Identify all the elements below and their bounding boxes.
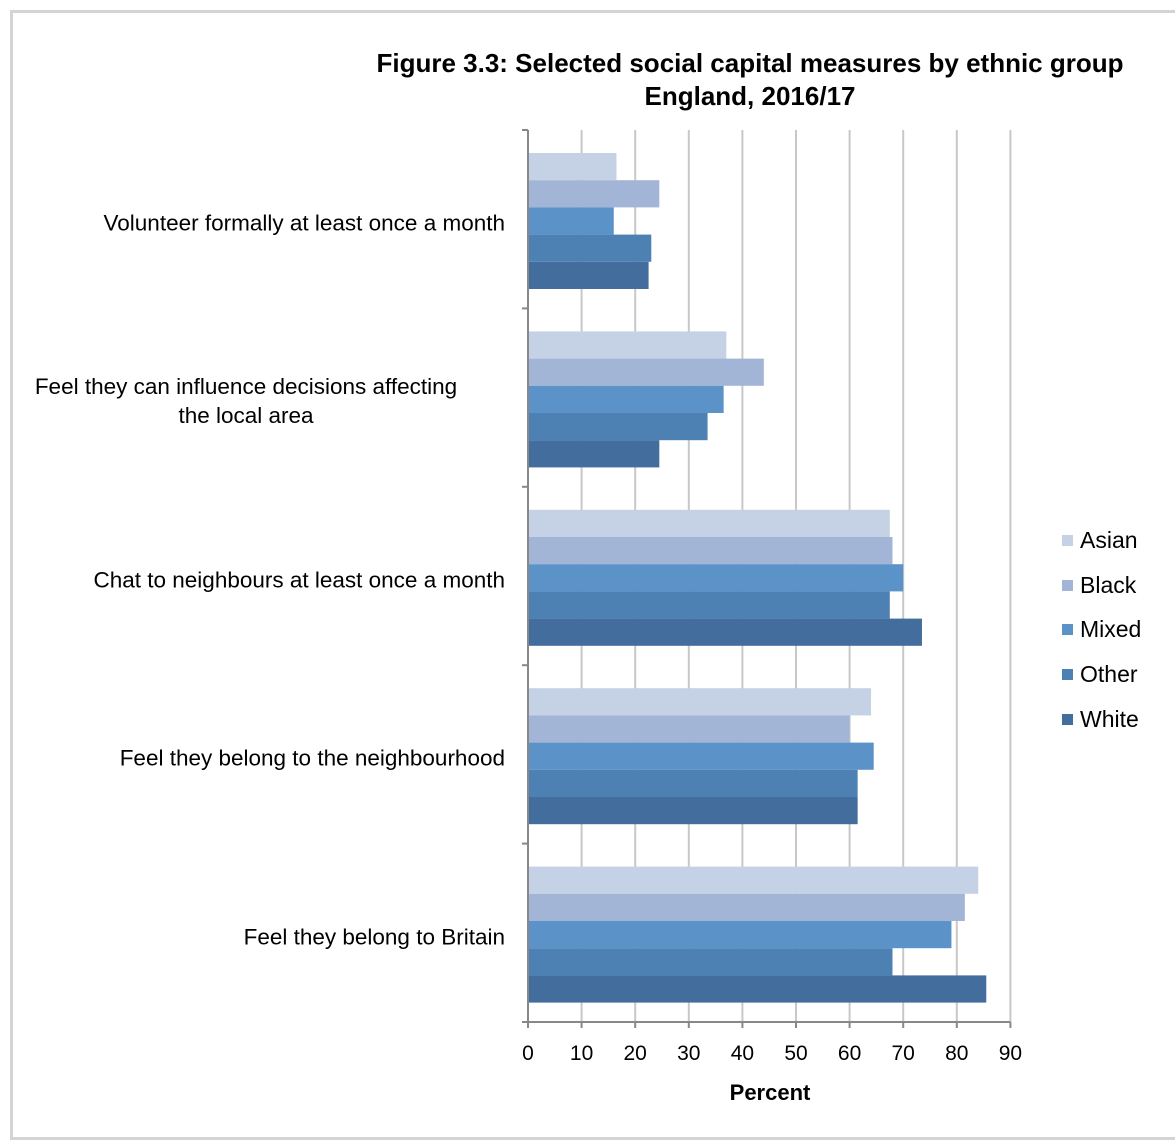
legend-label: Other — [1080, 661, 1138, 688]
bar-asian — [528, 509, 890, 537]
x-tick-label: 70 — [891, 1042, 915, 1065]
legend-item-other: Other — [1062, 652, 1141, 697]
category-label: Chat to neighbours at least once a month — [0, 566, 505, 595]
x-tick-label: 0 — [522, 1042, 534, 1065]
category-label: Feel they belong to the neighbourhood — [0, 744, 505, 773]
bar-other — [528, 413, 708, 441]
bar-mixed — [528, 564, 904, 592]
bar-other — [528, 591, 890, 619]
legend-label: White — [1080, 706, 1139, 733]
legend-swatch — [1062, 534, 1073, 546]
x-tick-label: 60 — [837, 1042, 862, 1065]
bar-asian — [528, 331, 727, 359]
bar-white — [528, 618, 922, 646]
legend-swatch — [1062, 669, 1073, 681]
bar-mixed — [528, 921, 952, 949]
x-tick-label: 30 — [677, 1042, 701, 1065]
x-tick-label: 50 — [784, 1042, 808, 1065]
category-label-line: Feel they can influence decisions affect… — [34, 374, 458, 399]
bar-mixed — [528, 385, 724, 413]
legend-item-asian: Asian — [1062, 518, 1141, 563]
bar-black — [528, 358, 764, 386]
bar-mixed — [528, 207, 614, 235]
category-label-line: Feel they belong to the neighbourhood — [119, 745, 505, 771]
bar-white — [528, 440, 660, 468]
bar-white — [528, 975, 987, 1003]
chart-subtitle-line: England, 2016/17 — [644, 81, 856, 111]
bar-mixed — [528, 742, 874, 770]
legend-label: Mixed — [1080, 616, 1142, 643]
bar-asian — [528, 153, 617, 181]
category-label-line: the local area — [178, 403, 314, 428]
bar-black — [528, 893, 965, 921]
legend: Asian Black Mixed Other White — [1062, 518, 1141, 742]
chart-title-line: Figure 3.3: Selected social capital meas… — [376, 48, 1124, 78]
legend-swatch — [1062, 624, 1073, 636]
bar-black — [528, 537, 893, 565]
bar-asian — [528, 688, 872, 716]
x-tick-label: 10 — [569, 1042, 594, 1065]
bar-black — [528, 715, 850, 743]
x-tick-label: 90 — [998, 1042, 1023, 1065]
bar-white — [528, 261, 649, 289]
bar-white — [528, 797, 858, 825]
category-label: Volunteer formally at least once a month — [0, 209, 505, 238]
legend-item-white: White — [1062, 697, 1141, 742]
x-axis-label: Percent — [729, 1080, 811, 1105]
bar-other — [528, 769, 858, 797]
x-tick-label: 20 — [623, 1042, 647, 1065]
legend-label: Black — [1080, 571, 1137, 598]
category-label-line: Chat to neighbours at least once a month — [93, 567, 505, 593]
category-label-line: Feel they belong to Britain — [243, 924, 505, 950]
legend-item-mixed: Mixed — [1062, 608, 1141, 653]
category-label: Feel they can influence decisions affect… — [1, 372, 491, 430]
chart-title: Figure 3.3: Selected social capital meas… — [190, 47, 1175, 113]
x-tick-label: 80 — [945, 1042, 969, 1065]
bar-black — [528, 180, 660, 208]
legend-swatch — [1062, 579, 1073, 591]
legend-swatch — [1062, 714, 1073, 726]
category-label: Feel they belong to Britain — [0, 923, 505, 952]
bar-other — [528, 948, 893, 976]
x-tick-label: 40 — [730, 1042, 755, 1065]
legend-label: Asian — [1080, 526, 1138, 553]
category-label-line: Volunteer formally at least once a month — [103, 210, 505, 236]
bar-asian — [528, 866, 979, 894]
legend-item-black: Black — [1062, 563, 1141, 608]
bar-other — [528, 234, 652, 262]
